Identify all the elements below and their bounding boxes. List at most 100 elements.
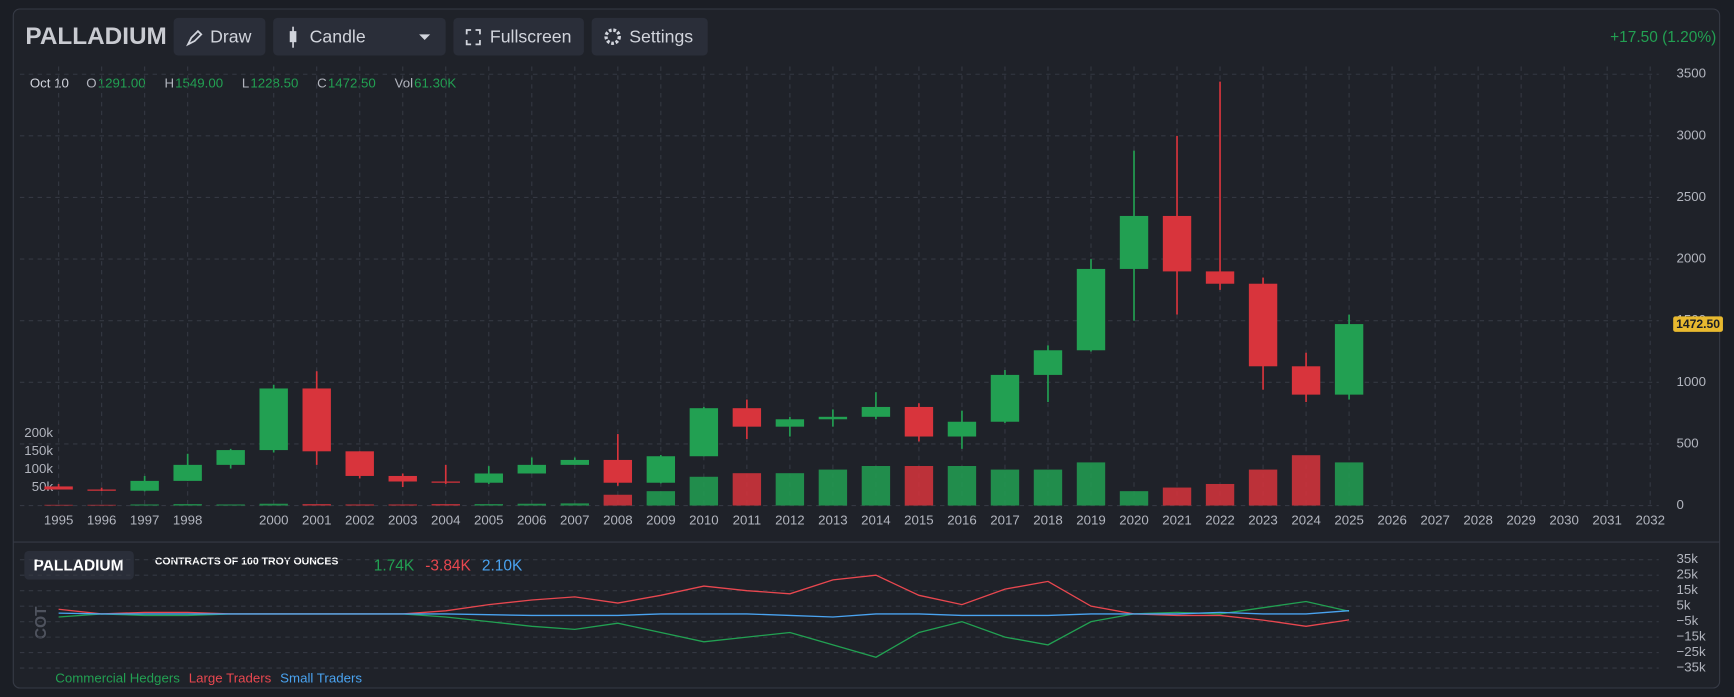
panel [12, 8, 1721, 689]
candle-body [1162, 215, 1192, 272]
button-label[interactable]: Candle [310, 26, 366, 46]
x-tick-label: 2028 [1463, 513, 1493, 528]
x-tick-label: 2020 [1119, 513, 1149, 528]
candle-body [173, 464, 202, 481]
x-tick-label: 2002 [345, 513, 375, 528]
candle-body [603, 459, 633, 483]
legend-key: L [242, 76, 249, 91]
candle-body [732, 408, 762, 427]
x-tick-label: 2031 [1592, 513, 1622, 528]
volume-bar [87, 504, 116, 506]
volume-bar [302, 504, 331, 506]
volume-bar [1205, 483, 1235, 506]
candle-body [904, 406, 934, 437]
candle-body [1205, 271, 1235, 284]
candle-body [302, 388, 331, 452]
x-tick-label: 2010 [689, 513, 719, 528]
legend-value: 1291.00 [98, 76, 146, 91]
volume-tick-label: 150k [24, 443, 53, 458]
x-tick-label: 2011 [733, 513, 762, 528]
legend-value: 1228.50 [250, 76, 298, 91]
volume-tick-label: 200k [24, 425, 53, 440]
candle-body [216, 450, 245, 465]
x-tick-label: 2009 [646, 513, 676, 528]
button-label[interactable]: Fullscreen [490, 26, 572, 46]
candle-body [560, 459, 590, 465]
settings-button[interactable]: Settings [591, 17, 708, 56]
candle-button[interactable]: Candle [273, 17, 446, 56]
x-tick-label: 2000 [259, 513, 289, 528]
legend-entry: Small Traders [280, 671, 362, 686]
y-tick-label: 5k [1676, 598, 1690, 613]
volume-bar [689, 476, 719, 506]
x-tick-label: 2016 [947, 513, 977, 528]
y-tick-label: −25k [1676, 644, 1706, 659]
candle-body [775, 419, 805, 427]
y-tick-label: 2000 [1676, 251, 1706, 266]
x-tick-label: 1997 [130, 513, 160, 528]
volume-bar [44, 504, 73, 506]
x-tick-label: 2005 [474, 513, 504, 528]
legend-entry: Large Traders [189, 671, 272, 686]
y-tick-label: −5k [1676, 613, 1698, 628]
y-tick-label: 2500 [1676, 189, 1706, 204]
draw-button[interactable]: Draw [173, 17, 266, 56]
cot-line [58, 610, 1350, 618]
volume-bar [474, 504, 503, 506]
candle-body [388, 475, 417, 482]
button-label[interactable]: Draw [210, 26, 252, 46]
legend-key: O [86, 76, 96, 91]
fullscreen-button[interactable]: Fullscreen [453, 17, 584, 56]
candle-body [646, 456, 676, 483]
candle-body [1248, 283, 1278, 367]
ohlc-legend: O 1291.00 H 1549.00 L 1228.50 C 1472.50 Vol 61.30… [86, 76, 456, 91]
button-label[interactable]: Settings [629, 26, 693, 46]
volume-bar [1334, 462, 1364, 506]
x-tick-label: 2030 [1549, 513, 1579, 528]
candle-body [947, 421, 977, 437]
x-tick-label: 2014 [861, 513, 891, 528]
legend-value: 1472.50 [328, 76, 376, 91]
volume-bar [431, 504, 460, 506]
volume-bar [259, 503, 288, 506]
x-tick-label: 2001 [302, 513, 332, 528]
volume-bar [345, 504, 374, 506]
badge [24, 550, 134, 580]
x-tick-label: 1996 [87, 513, 117, 528]
candle-body [861, 406, 891, 417]
y-tick-label: 15k [1676, 582, 1698, 597]
cot-title: PALLADIUM [34, 557, 124, 574]
volume-bar [1119, 491, 1149, 506]
candle-body [474, 473, 503, 483]
x-tick-label: 2024 [1291, 513, 1321, 528]
price-tag-label: 1472.50 [1676, 317, 1720, 331]
legend-value: 1549.00 [175, 76, 223, 91]
x-tick-label: 2012 [775, 513, 805, 528]
candle-body [259, 388, 288, 451]
x-tick-label: 2013 [818, 513, 848, 528]
volume-bar [603, 494, 633, 506]
x-tick-label: 2025 [1334, 513, 1364, 528]
x-tick-label: 2015 [904, 513, 934, 528]
y-tick-label: 500 [1676, 435, 1698, 450]
x-tick-label: 2021 [1162, 513, 1192, 528]
candle-body [87, 489, 116, 491]
volume-bar [560, 503, 590, 506]
candle-body [517, 464, 546, 474]
volume-bar [173, 504, 202, 506]
x-tick-label: 2006 [517, 513, 547, 528]
x-tick-label: 2018 [1033, 513, 1063, 528]
x-tick-label: 1998 [173, 513, 203, 528]
candle-body [1119, 215, 1149, 269]
x-tick-label: 2007 [560, 513, 590, 528]
x-tick-label: 2027 [1420, 513, 1450, 528]
legend-value: 61.30K [414, 76, 456, 91]
latest-value: -3.84K [425, 557, 471, 574]
y-tick-label: −15k [1676, 629, 1706, 644]
symbol: PALLADIUM [25, 23, 166, 50]
volume-bar [732, 473, 762, 506]
y-tick-label: 25k [1676, 567, 1698, 582]
candle-body [689, 408, 719, 457]
x-tick-label: 2017 [990, 513, 1020, 528]
